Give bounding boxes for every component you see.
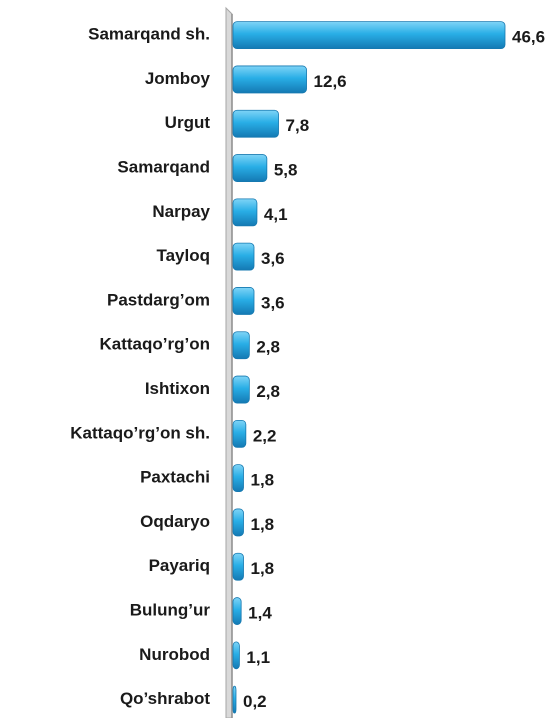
value-label: 2,8 (256, 338, 280, 357)
category-label: Narpay (152, 202, 210, 221)
bar (232, 109, 279, 138)
bar (232, 419, 247, 448)
bar (232, 464, 244, 493)
category-label: Ishtixon (145, 379, 210, 398)
axis-wall (225, 6, 233, 718)
category-label: Qo’shrabot (120, 689, 210, 708)
value-label: 1,8 (251, 471, 275, 490)
bar (232, 21, 506, 50)
bar (232, 242, 255, 271)
category-label: Pastdarg’om (107, 290, 210, 309)
category-label: Jomboy (145, 69, 211, 88)
category-label: Payariq (149, 556, 210, 575)
bar (232, 154, 268, 182)
bar (232, 641, 240, 670)
category-label: Samarqand (117, 158, 210, 177)
value-label: 12,6 (314, 72, 347, 91)
category-label: Samarqand sh. (88, 25, 210, 44)
value-label: 7,8 (286, 116, 310, 135)
value-label: 4,1 (264, 205, 288, 224)
bar (232, 685, 237, 714)
bar (232, 331, 250, 360)
bar (232, 552, 244, 581)
category-label: Paxtachi (140, 468, 210, 487)
value-label: 3,6 (261, 249, 285, 268)
bar (232, 375, 250, 404)
category-label: Bulung’ur (130, 601, 211, 620)
value-label: 2,2 (253, 426, 277, 445)
value-label: 1,1 (246, 648, 270, 667)
bar (232, 198, 258, 227)
category-label: Kattaqo’rg’on sh. (70, 423, 210, 442)
value-label: 1,8 (251, 515, 275, 534)
category-label: Tayloq (156, 246, 210, 265)
value-label: 5,8 (274, 161, 298, 180)
category-label: Urgut (165, 113, 211, 132)
category-label: Nurobod (139, 645, 210, 664)
value-label: 1,4 (248, 604, 272, 623)
value-label: 2,8 (256, 382, 280, 401)
value-label: 0,2 (243, 692, 267, 711)
category-label: Kattaqo’rg’on (100, 335, 211, 354)
value-label: 1,8 (251, 559, 275, 578)
value-label: 3,6 (261, 293, 285, 312)
value-label: 46,6 (512, 28, 545, 47)
category-label: Oqdaryo (140, 512, 210, 531)
bar (232, 597, 242, 625)
bar (232, 508, 244, 537)
bar (232, 287, 255, 315)
bar (232, 65, 307, 94)
